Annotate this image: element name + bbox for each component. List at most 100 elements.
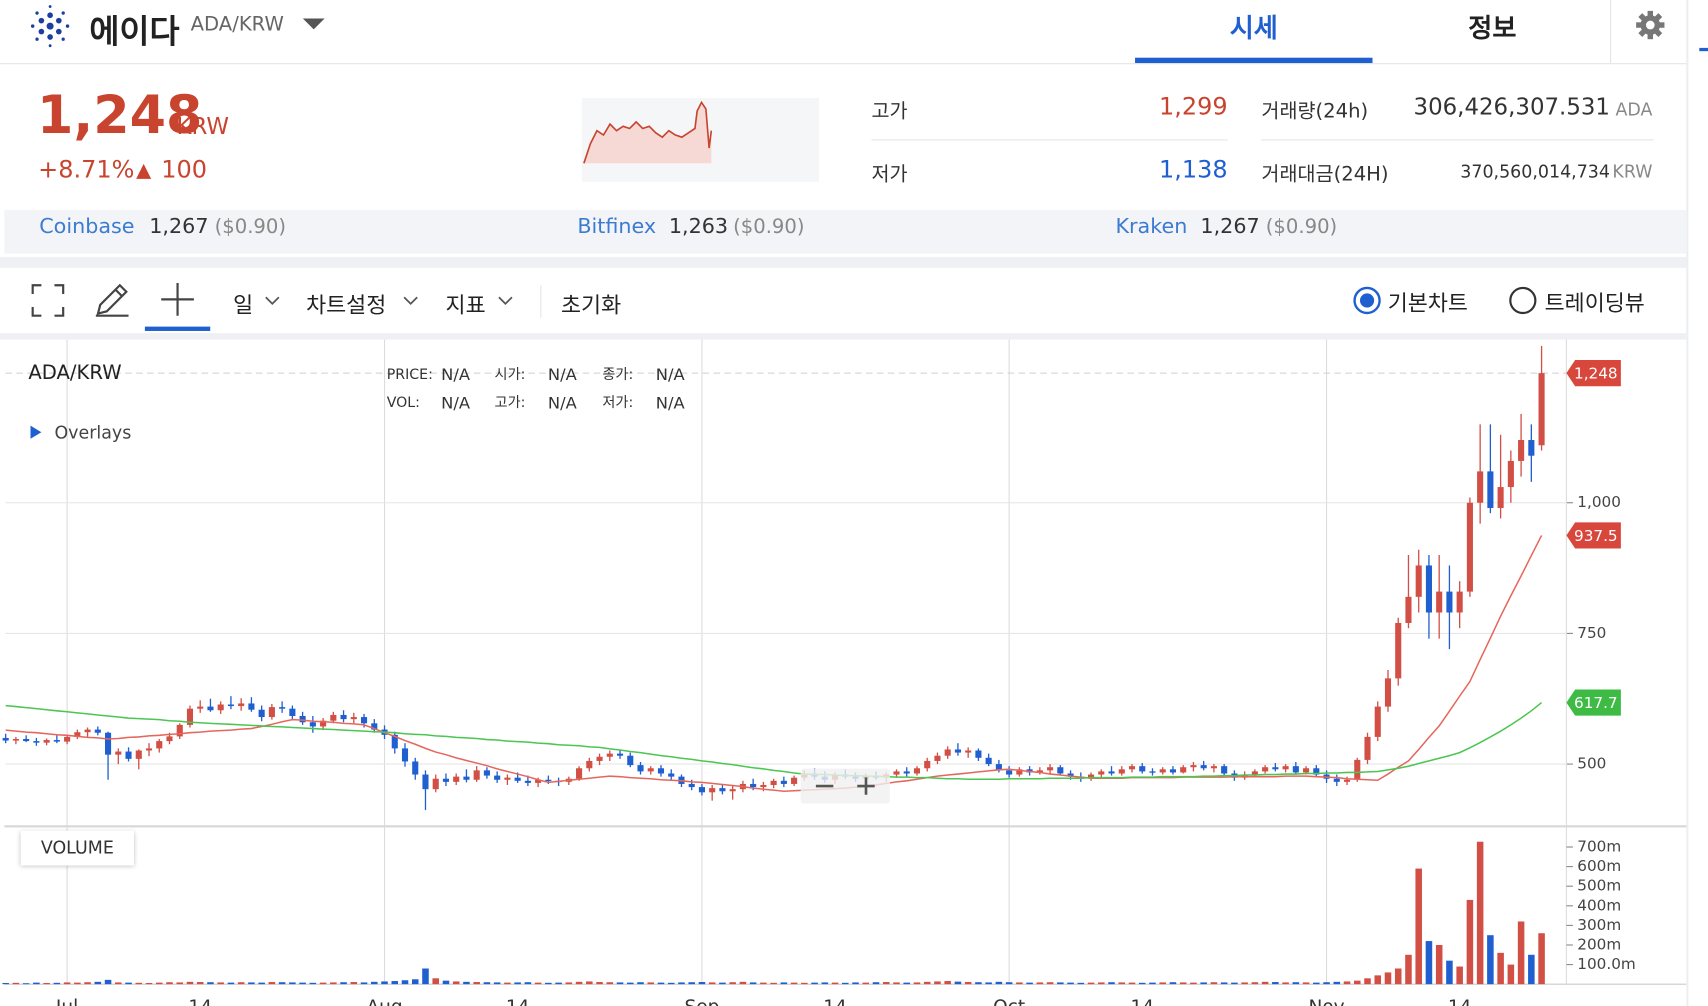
volume-bar — [1272, 982, 1279, 985]
candle-body — [985, 757, 992, 765]
right-border — [1686, 0, 1689, 1006]
candle-body — [1190, 765, 1197, 768]
volume-bar — [1517, 921, 1525, 985]
tab[interactable]: 정보 — [1468, 13, 1517, 44]
candle-body — [227, 704, 234, 707]
chart-symbol: ADA/KRW — [28, 361, 122, 385]
volume-bar — [340, 982, 347, 985]
moving-average-line — [5, 701, 1543, 781]
candle-body — [1436, 591, 1443, 613]
zoom-controls — [800, 768, 890, 804]
volume-bar — [1466, 899, 1474, 985]
candle-body — [524, 780, 531, 783]
candle-body — [893, 771, 900, 775]
y-tick-label: 750 — [1577, 624, 1606, 642]
candle-body — [1384, 678, 1392, 707]
radio[interactable] — [1508, 285, 1539, 315]
coin-pair: ADA/KRW — [190, 13, 284, 36]
volume-bar — [1118, 982, 1126, 985]
candle-body — [1374, 706, 1381, 737]
candle-body — [995, 764, 1002, 771]
candle-body — [791, 777, 798, 784]
candle-body — [473, 770, 480, 780]
overlays-label[interactable]: Overlays — [54, 422, 132, 444]
volume-bar — [1016, 982, 1023, 985]
indicator-menu[interactable]: 지표 — [445, 291, 486, 318]
candle-body — [1262, 767, 1269, 772]
settings-icon[interactable] — [1634, 9, 1667, 42]
candle-body — [176, 724, 183, 737]
pane-separator — [4, 825, 1687, 828]
volume-bar — [196, 982, 204, 985]
candle-body — [1200, 765, 1207, 769]
volume-bar — [411, 979, 419, 985]
zoom-icons[interactable] — [801, 769, 890, 804]
volume-bar — [688, 982, 695, 985]
candle-body — [94, 729, 101, 733]
candle-body — [238, 703, 245, 707]
volume-bar — [227, 982, 235, 985]
candle-body — [258, 709, 265, 718]
tab[interactable]: 시세 — [1229, 13, 1278, 44]
x-tick-label: Oct — [993, 997, 1025, 1006]
chevron — [498, 296, 513, 305]
volume-bar — [760, 982, 767, 985]
volume-bar — [1487, 935, 1494, 985]
volume-bar — [248, 982, 255, 985]
volume-bar — [278, 982, 286, 985]
overlays-toggle[interactable] — [28, 425, 43, 440]
active-tool-underline — [144, 326, 211, 331]
chevron — [403, 296, 418, 305]
exchange-name[interactable]: Kraken — [1115, 214, 1188, 239]
volume-bar — [1323, 982, 1330, 985]
stat-label: 고가 — [871, 100, 908, 124]
candle-body — [391, 734, 398, 749]
candle-body — [494, 775, 501, 780]
volume-bar — [258, 982, 265, 985]
volume-bar — [1343, 981, 1351, 985]
candle-body — [1497, 487, 1504, 508]
draw-button[interactable] — [94, 281, 131, 318]
volume-bar — [852, 982, 859, 985]
volume-bar — [1179, 982, 1187, 985]
volume-bar — [944, 981, 951, 985]
volume-bar — [115, 982, 122, 985]
candle-body — [1313, 768, 1320, 775]
y-tick-label: 200m — [1577, 935, 1621, 953]
volume-bar — [934, 981, 941, 985]
current-price: 1,248 — [37, 84, 203, 146]
exchange-name[interactable]: Bitfinex — [577, 214, 657, 239]
candle-body — [135, 750, 142, 759]
candle-body — [780, 780, 787, 784]
edge-mark — [1699, 47, 1708, 52]
mode-option[interactable]: 트레이딩뷰 — [1544, 289, 1645, 316]
y-tick-label: 100.0m — [1577, 955, 1635, 973]
candle-body — [688, 783, 695, 788]
fullscreen-button[interactable] — [31, 283, 66, 318]
x-tick-label: 14 — [188, 997, 212, 1006]
volume-bar — [1057, 982, 1064, 985]
exchange-name[interactable]: Coinbase — [39, 214, 135, 239]
crosshair-button[interactable] — [159, 281, 196, 318]
candle-body — [33, 741, 40, 743]
volume-bar — [739, 981, 747, 985]
volume-bar — [872, 982, 880, 985]
volume-bar — [1077, 982, 1085, 985]
reset-button[interactable]: 초기화 — [560, 291, 622, 318]
pair-dropdown[interactable] — [301, 15, 327, 32]
candle-body — [289, 708, 296, 716]
divider — [871, 139, 1228, 141]
candle-body — [64, 736, 71, 742]
exchange-usd: ($0.90) — [1265, 215, 1338, 239]
price-tag — [1566, 689, 1621, 716]
tab-underline — [1135, 57, 1373, 64]
candle-body — [1139, 766, 1146, 772]
volume-bar — [1149, 982, 1156, 985]
radio-checked[interactable] — [1352, 285, 1383, 315]
y-tick-label: 500 — [1577, 755, 1606, 773]
mode-option[interactable]: 기본차트 — [1387, 289, 1468, 316]
interval-menu[interactable]: 일 — [233, 291, 254, 318]
volume-bar — [1210, 982, 1218, 985]
settings-menu[interactable]: 차트설정 — [306, 291, 387, 318]
